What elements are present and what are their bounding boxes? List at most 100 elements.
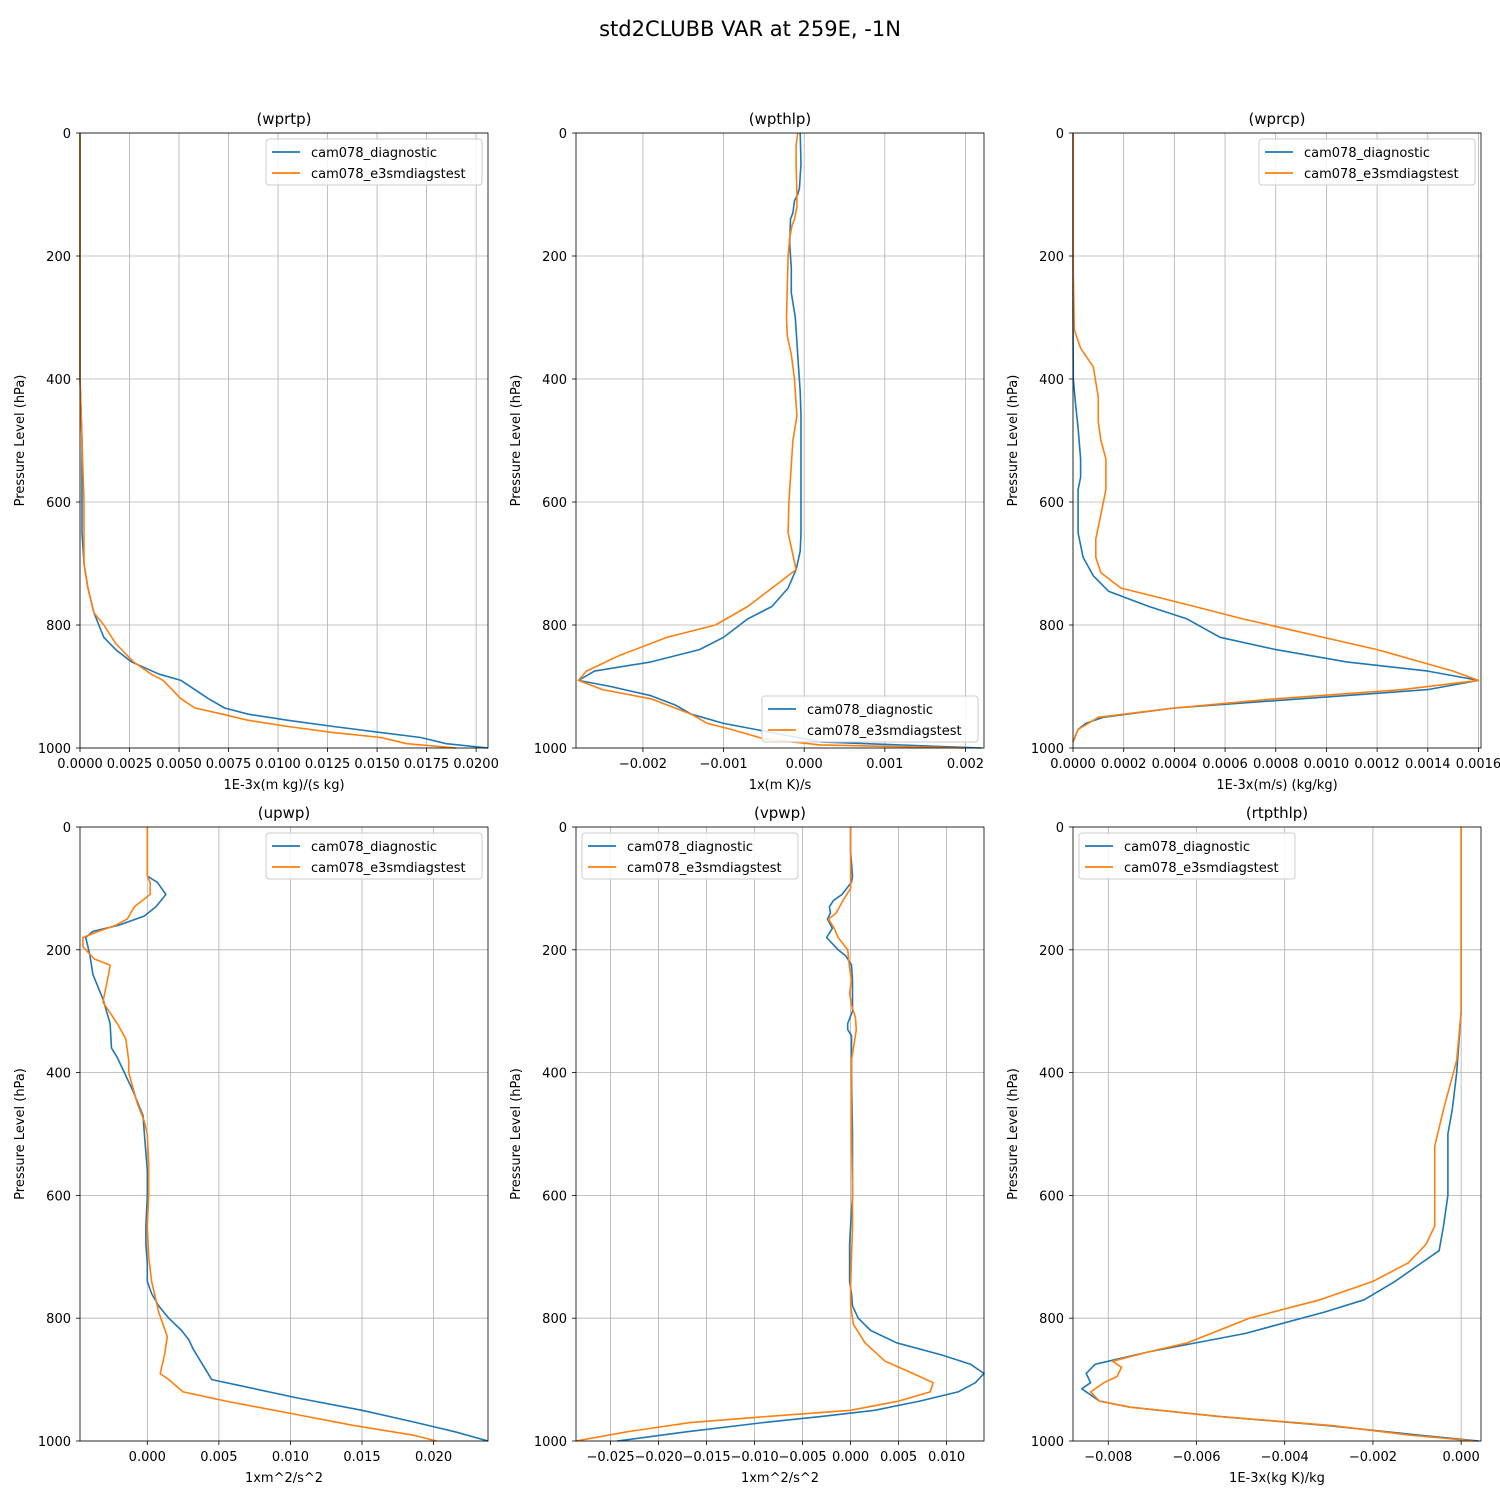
- x-tick-label: −0.025: [587, 1450, 635, 1465]
- series-line-cam078_e3smdiagstest: [79, 133, 457, 749]
- y-axis-label: Pressure Level (hPa): [509, 1068, 524, 1200]
- panel-upwp: 0.000 0.005 0.010 0.015 0.020 0 200 400 600 800 10…: [13, 804, 489, 1486]
- x-tick-label: 0.0000: [57, 757, 103, 772]
- y-tick-label: 400: [46, 1067, 71, 1082]
- y-tick-label: 400: [542, 1067, 567, 1082]
- legend: cam078_diagnostic cam078_e3smdiagstest: [265, 138, 483, 186]
- legend-label: cam078_diagnostic: [311, 146, 437, 161]
- x-tick-label: 0.0010: [1304, 757, 1350, 772]
- y-tick-label: 200: [46, 944, 71, 959]
- y-tick-label: 800: [46, 1312, 71, 1327]
- y-axis-label: Pressure Level (hPa): [1006, 375, 1021, 507]
- x-axis-label: 1xm^2/s^2: [245, 1471, 323, 1486]
- x-tick-label: 0.0150: [354, 757, 400, 772]
- legend-label: cam078_e3smdiagstest: [1124, 861, 1279, 876]
- legend: cam078_diagnostic cam078_e3smdiagstest: [1078, 832, 1296, 880]
- series-line-cam078_e3smdiagstest: [577, 132, 966, 749]
- x-tick-label: 0.000: [1443, 1450, 1480, 1465]
- x-tick-label: 0.000: [129, 1450, 166, 1465]
- panel-title: (vpwp): [754, 804, 806, 822]
- legend-label: cam078_diagnostic: [807, 703, 933, 718]
- x-axis-label: 1E-3x(kg K)/kg: [1229, 1471, 1325, 1486]
- legend-label: cam078_diagnostic: [1124, 840, 1250, 855]
- axes-frame: [79, 826, 489, 1442]
- series-line-cam078_e3smdiagstest: [575, 827, 934, 1442]
- x-tick-label: 0.0006: [1202, 757, 1248, 772]
- panel-title: (rtpthlp): [1246, 804, 1308, 822]
- legend-box: [761, 695, 979, 743]
- x-tick-label: 0.002: [947, 757, 984, 772]
- panel-title: (wprtp): [256, 110, 311, 128]
- x-tick-label: 0.000: [832, 1450, 869, 1465]
- series-line-cam078_e3smdiagstest: [1072, 133, 1480, 743]
- y-tick-label: 200: [542, 944, 567, 959]
- y-axis-label: Pressure Level (hPa): [509, 375, 524, 507]
- x-tick-label: 0.005: [200, 1450, 237, 1465]
- x-tick-label: 0.0025: [107, 757, 153, 772]
- x-tick-label: −0.002: [619, 757, 667, 772]
- x-tick-label: −0.006: [1172, 1450, 1220, 1465]
- panel-wprcp: 0.0000 0.0002 0.0004 0.0006 0.0008 0.0010 0.00…: [1006, 110, 1500, 793]
- y-axis-label: Pressure Level (hPa): [1006, 1068, 1021, 1200]
- legend-label: cam078_diagnostic: [1304, 146, 1430, 161]
- x-tick-label: 0.0050: [156, 757, 202, 772]
- y-tick-label: 600: [542, 1189, 567, 1204]
- y-tick-label: 800: [542, 619, 567, 634]
- legend: cam078_diagnostic cam078_e3smdiagstest: [581, 832, 799, 880]
- x-tick-label: 0.0002: [1101, 757, 1147, 772]
- y-tick-label: 600: [46, 1189, 71, 1204]
- legend-label: cam078_e3smdiagstest: [627, 861, 782, 876]
- x-tick-label: 0.0004: [1152, 757, 1198, 772]
- legend-box: [581, 832, 799, 880]
- x-tick-label: 0.0012: [1354, 757, 1400, 772]
- legend: cam078_diagnostic cam078_e3smdiagstest: [1258, 138, 1476, 186]
- y-tick-label: 600: [1039, 496, 1064, 511]
- x-tick-label: −0.008: [1084, 1450, 1132, 1465]
- y-tick-label: 1000: [534, 1435, 567, 1450]
- x-tick-label: 0.0000: [1050, 757, 1096, 772]
- y-tick-label: 200: [1039, 944, 1064, 959]
- x-tick-label: 0.0175: [404, 757, 450, 772]
- y-tick-label: 1000: [38, 742, 71, 757]
- y-tick-label: 0: [559, 127, 567, 142]
- axes-frame: [575, 826, 985, 1442]
- x-tick-label: 0.0200: [453, 757, 499, 772]
- y-tick-label: 800: [1039, 619, 1064, 634]
- x-tick-label: 0.0075: [206, 757, 252, 772]
- x-tick-label: 0.010: [928, 1450, 965, 1465]
- x-tick-label: 0.0008: [1253, 757, 1299, 772]
- y-tick-label: 0: [1056, 821, 1064, 836]
- x-tick-label: −0.004: [1261, 1450, 1309, 1465]
- legend-label: cam078_e3smdiagstest: [311, 167, 466, 182]
- x-axis-label: 1x(m K)/s: [749, 778, 812, 793]
- legend-box: [1078, 832, 1296, 880]
- y-axis-label: Pressure Level (hPa): [13, 1068, 28, 1200]
- x-tick-label: 0.0014: [1405, 757, 1451, 772]
- series-line-cam078_diagnostic: [577, 132, 982, 749]
- figure-title: std2CLUBB VAR at 259E, -1N: [599, 17, 901, 41]
- panel-vpwp: −0.025 −0.020 −0.015 −0.010 −0.005 0.000 0.005…: [509, 804, 985, 1486]
- legend-label: cam078_e3smdiagstest: [311, 861, 466, 876]
- y-tick-label: 800: [542, 1312, 567, 1327]
- y-tick-label: 0: [1056, 127, 1064, 142]
- legend: cam078_diagnostic cam078_e3smdiagstest: [265, 832, 483, 880]
- panel-title: (upwp): [258, 804, 311, 822]
- series-line-cam078_diagnostic: [84, 827, 489, 1442]
- x-tick-label: 0.010: [272, 1450, 309, 1465]
- panel-title: (wprcp): [1248, 110, 1305, 128]
- legend-label: cam078_e3smdiagstest: [807, 724, 962, 739]
- x-axis-label: 1E-3x(m kg)/(s kg): [223, 778, 344, 793]
- x-tick-label: −0.010: [731, 1450, 779, 1465]
- y-tick-label: 1000: [1031, 742, 1064, 757]
- series-line-cam078_diagnostic: [1081, 827, 1479, 1442]
- axes-frame: [575, 132, 985, 749]
- y-tick-label: 0: [559, 821, 567, 836]
- x-tick-label: 0.005: [880, 1450, 917, 1465]
- panel-rtpthlp: −0.008 −0.006 −0.004 −0.002 0.000 0 200 400 600 8…: [1006, 804, 1482, 1486]
- axes-frame: [1072, 826, 1482, 1442]
- y-tick-label: 1000: [38, 1435, 71, 1450]
- series-line-cam078_diagnostic: [79, 133, 489, 749]
- y-tick-label: 400: [542, 373, 567, 388]
- x-tick-label: 0.0125: [305, 757, 351, 772]
- panels: 0.0000 0.0025 0.0050 0.0075 0.0100 0.0125 0.01…: [13, 110, 1500, 1486]
